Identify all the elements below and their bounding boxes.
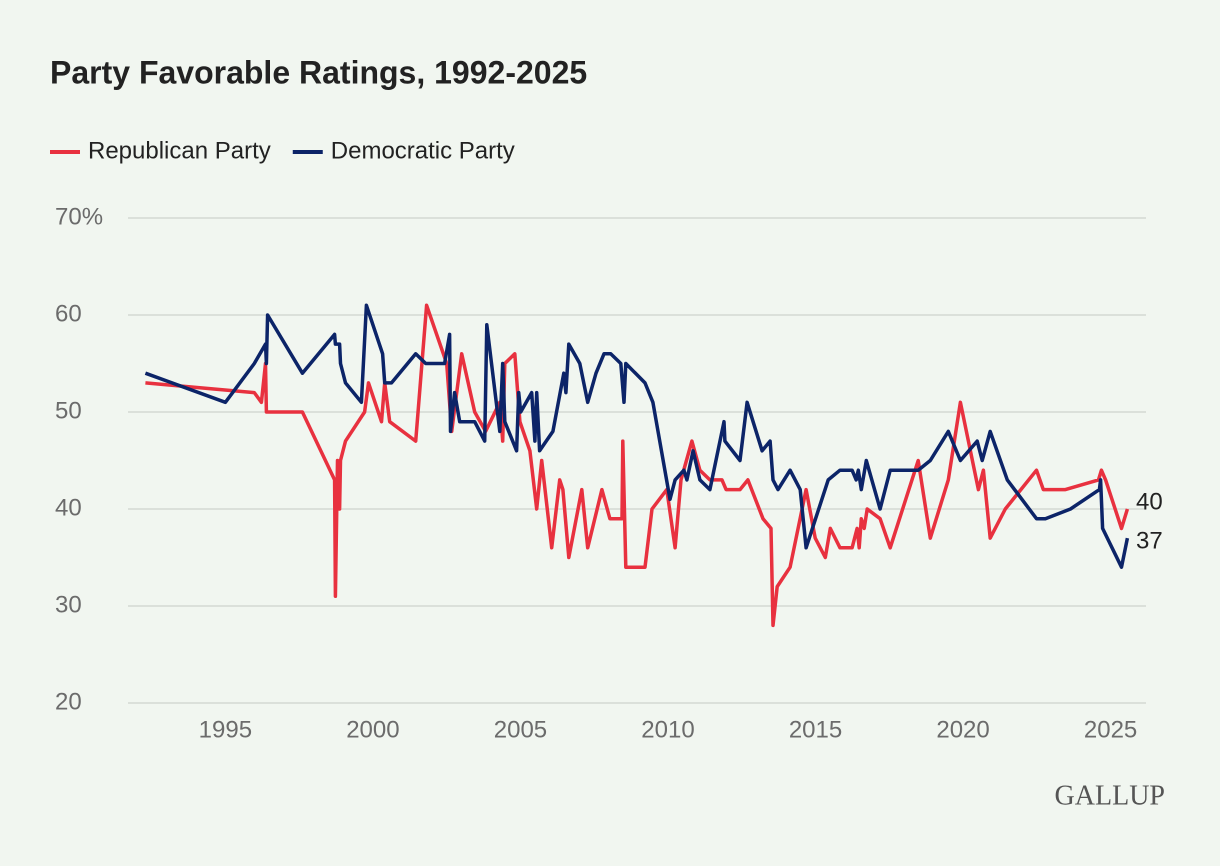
x-tick-label: 2015 [789, 716, 842, 743]
x-tick-label: 2025 [1084, 716, 1137, 743]
y-tick-label: 60 [55, 300, 82, 327]
legend-label: Democratic Party [331, 137, 515, 164]
x-tick-label: 2005 [494, 716, 547, 743]
y-tick-label: 30 [55, 591, 82, 618]
series-line [145, 303, 1130, 628]
end-label: 37 [1136, 527, 1163, 554]
source-logo: GALLUP [1055, 780, 1165, 811]
x-tick-label: 2020 [936, 716, 989, 743]
chart-title: Party Favorable Ratings, 1992-2025 [50, 54, 587, 90]
end-label: 40 [1136, 488, 1163, 515]
series-line [144, 303, 1130, 569]
y-tick-label: 20 [55, 688, 82, 715]
y-tick-label: 40 [55, 494, 82, 521]
x-tick-label: 2010 [641, 716, 694, 743]
y-tick-label: 70% [55, 203, 103, 230]
legend-label: Republican Party [88, 137, 271, 164]
x-tick-label: 2000 [346, 716, 399, 743]
y-tick-label: 50 [55, 397, 82, 424]
x-tick-label: 1995 [199, 716, 252, 743]
